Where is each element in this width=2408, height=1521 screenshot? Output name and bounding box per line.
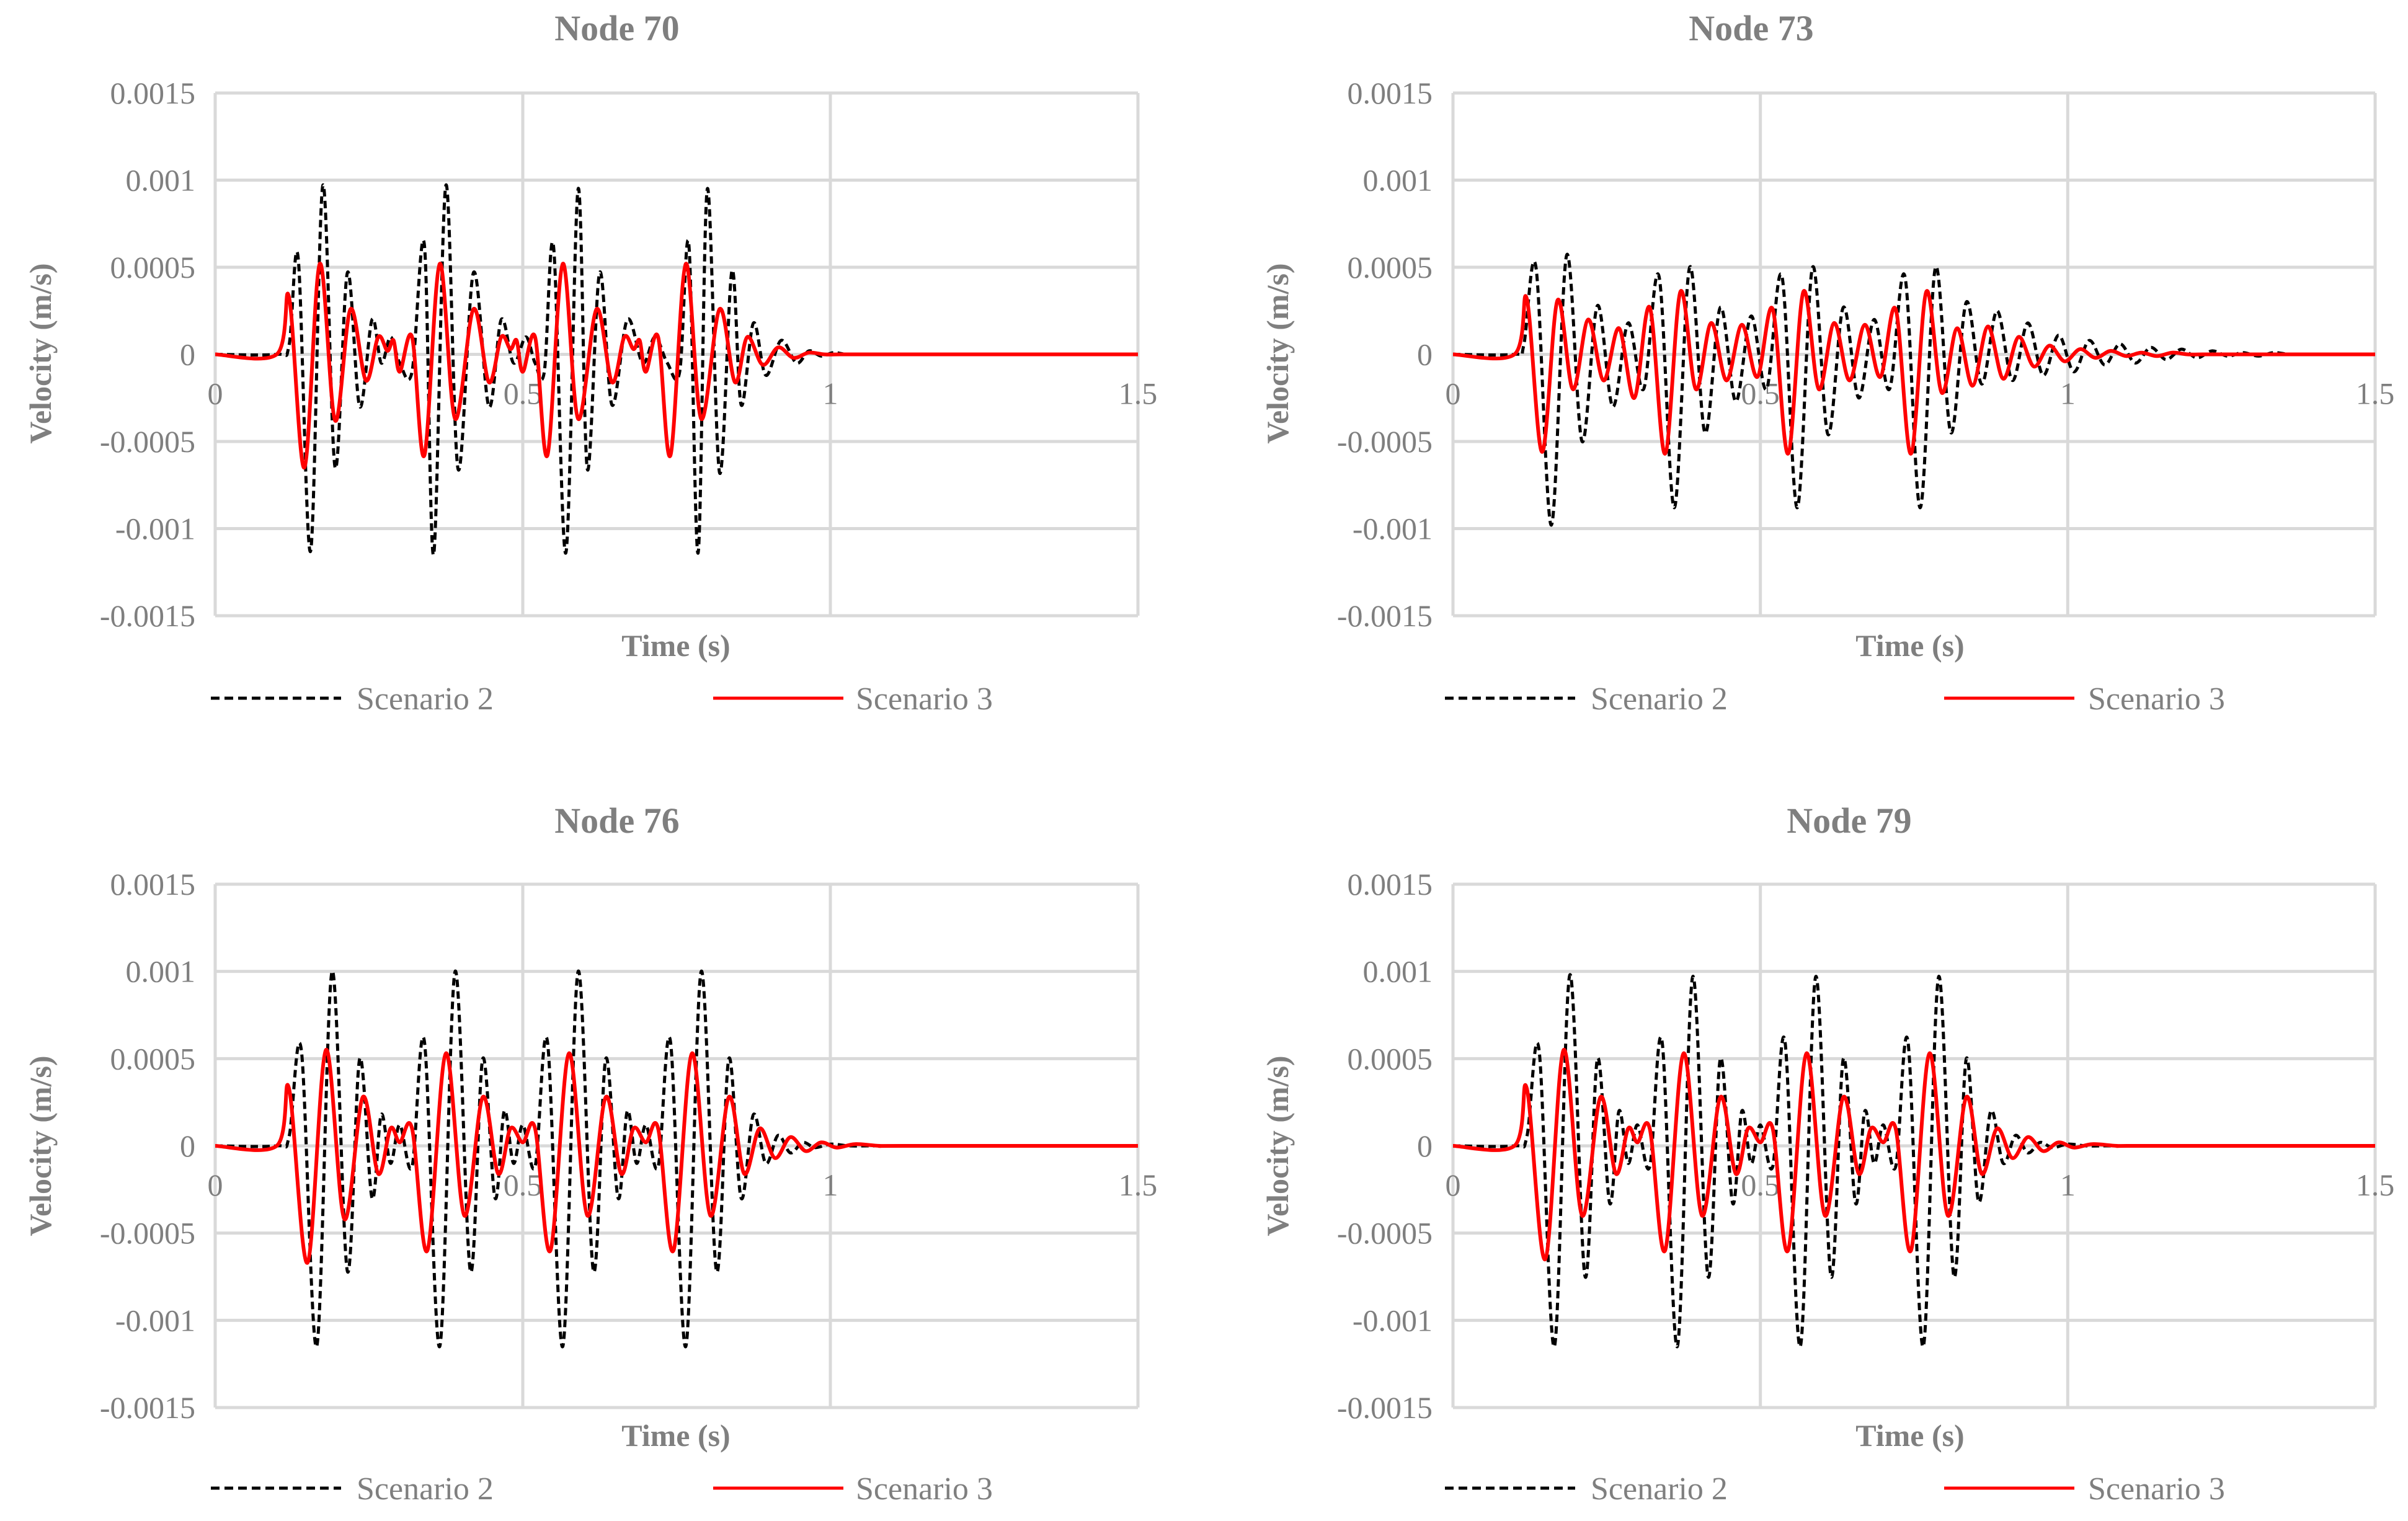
- series-lines: [1452, 973, 2375, 1349]
- x-tick-label: 1.5: [2356, 1168, 2395, 1202]
- y-tick-label: -0.0015: [1337, 1390, 1433, 1425]
- x-tick-label: 0.5: [504, 376, 543, 411]
- x-tick-label: 0.5: [504, 1168, 543, 1202]
- x-tick-label: 0: [1446, 376, 1461, 411]
- chart-node-73: Node 73 0.0015 0.001 0.0005 0 -0.0005 -0.001 -…: [1260, 8, 2395, 717]
- series-line-scenario-3: [1452, 1048, 2375, 1261]
- legend: Scenario 2 Scenario 3: [1445, 1471, 2225, 1507]
- y-tick-label: 0.001: [1363, 163, 1433, 198]
- x-axis-label: Time (s): [621, 1418, 730, 1453]
- x-tick-label: 0: [1446, 1168, 1461, 1202]
- chart-title: Node 73: [1689, 8, 1813, 48]
- y-tick-label: 0.001: [126, 163, 196, 198]
- y-tick-label: -0.001: [1353, 1303, 1433, 1337]
- x-tick-label: 1.5: [2356, 376, 2395, 411]
- chart-title: Node 76: [554, 800, 679, 841]
- x-axis-label: Time (s): [621, 628, 730, 663]
- y-tick-label: 0.001: [1363, 954, 1433, 989]
- y-tick-label: -0.001: [115, 512, 195, 546]
- y-tick-label: 0.0015: [1348, 76, 1433, 110]
- y-tick-label: 0.0015: [1348, 867, 1433, 902]
- y-tick-label: -0.0005: [1337, 1216, 1433, 1251]
- series-line-scenario-2: [1452, 973, 2375, 1349]
- series-line-scenario-3: [1452, 289, 2375, 456]
- y-tick-label: 0: [180, 1129, 195, 1163]
- legend-label-scenario-2: Scenario 2: [357, 681, 494, 717]
- y-tick-labels: 0.0015 0.001 0.0005 0 -0.0005 -0.001 -0.0015: [100, 867, 195, 1425]
- y-tick-label: 0: [1417, 337, 1433, 372]
- series-lines: [215, 970, 1138, 1349]
- y-tick-label: 0.0005: [110, 1041, 196, 1076]
- legend-label-scenario-3: Scenario 3: [856, 681, 993, 717]
- y-tick-label: -0.0005: [100, 1216, 195, 1251]
- x-tick-label: 0.5: [1741, 1168, 1780, 1202]
- y-tick-label: 0.001: [126, 954, 196, 989]
- x-tick-label: 1: [2060, 376, 2076, 411]
- x-tick-labels: 0 0.5 1 1.5: [1446, 376, 2395, 411]
- series-line-scenario-3: [215, 1048, 1138, 1265]
- x-axis-label: Time (s): [1855, 1418, 1964, 1453]
- legend-label-scenario-2: Scenario 2: [357, 1471, 494, 1507]
- y-axis-label: Velocity (m/s): [1260, 263, 1295, 443]
- y-tick-label: -0.001: [115, 1303, 195, 1337]
- legend-label-scenario-3: Scenario 3: [2088, 681, 2225, 717]
- legend: Scenario 2 Scenario 3: [1445, 681, 2225, 717]
- x-tick-label: 1.5: [1119, 376, 1158, 411]
- x-tick-label: 0: [208, 376, 223, 411]
- legend-label-scenario-2: Scenario 2: [1591, 681, 1728, 717]
- y-tick-label: 0.0015: [110, 76, 196, 110]
- x-tick-label: 1.5: [1119, 1168, 1158, 1202]
- y-tick-label: 0.0015: [110, 867, 196, 902]
- series-lines: [1452, 252, 2375, 527]
- chart-title: Node 70: [554, 8, 679, 48]
- y-tick-labels: 0.0015 0.001 0.0005 0 -0.0005 -0.001 -0.0015: [1337, 76, 1433, 633]
- chart-node-79: Node 79 0.0015 0.001 0.0005 0 -0.0005 -0.001 -…: [1260, 800, 2395, 1507]
- legend: Scenario 2 Scenario 3: [211, 1471, 993, 1507]
- series-line-scenario-2: [1452, 252, 2375, 527]
- y-axis-label: Velocity (m/s): [1260, 1055, 1295, 1236]
- x-tick-labels: 0 0.5 1 1.5: [208, 1168, 1158, 1202]
- x-tick-label: 1: [823, 376, 838, 411]
- series-lines: [215, 184, 1138, 557]
- y-tick-label: -0.0015: [100, 1390, 195, 1425]
- x-tick-labels: 0 0.5 1 1.5: [1446, 1168, 2395, 1202]
- legend-label-scenario-3: Scenario 3: [856, 1471, 993, 1507]
- chart-node-70: Node 70 0.0015 0.001 0.0005 0 -0.0005 -0.001 -…: [23, 8, 1158, 717]
- y-tick-labels: 0.0015 0.001 0.0005 0 -0.0005 -0.001 -0.0015: [1337, 867, 1433, 1425]
- x-tick-label: 1: [823, 1168, 838, 1202]
- x-tick-labels: 0 0.5 1 1.5: [208, 376, 1158, 411]
- chart-node-76: Node 76 0.0015 0.001 0.0005 0 -0.0005 -0.001 -…: [23, 800, 1158, 1507]
- x-tick-label: 0: [208, 1168, 223, 1202]
- x-axis-label: Time (s): [1855, 628, 1964, 663]
- y-tick-labels: 0.0015 0.001 0.0005 0 -0.0005 -0.001 -0.0015: [100, 76, 195, 633]
- x-tick-label: 1: [2060, 1168, 2076, 1202]
- y-axis-label: Velocity (m/s): [23, 263, 58, 443]
- y-tick-label: 0.0005: [110, 250, 196, 285]
- legend-label-scenario-2: Scenario 2: [1591, 1471, 1728, 1507]
- y-tick-label: -0.001: [1353, 512, 1433, 546]
- y-tick-label: 0: [180, 337, 195, 372]
- chart-title: Node 79: [1787, 800, 1911, 841]
- y-tick-label: -0.0005: [100, 424, 195, 459]
- series-line-scenario-3: [215, 262, 1138, 470]
- legend-label-scenario-3: Scenario 3: [2088, 1471, 2225, 1507]
- y-tick-label: 0.0005: [1348, 250, 1433, 285]
- y-tick-label: 0: [1417, 1129, 1433, 1163]
- y-tick-label: -0.0015: [1337, 598, 1433, 633]
- x-tick-label: 0.5: [1741, 376, 1780, 411]
- y-tick-label: 0.0005: [1348, 1041, 1433, 1076]
- series-line-scenario-2: [215, 970, 1138, 1349]
- y-axis-label: Velocity (m/s): [23, 1055, 58, 1236]
- y-tick-label: -0.0005: [1337, 424, 1433, 459]
- legend: Scenario 2 Scenario 3: [211, 681, 993, 717]
- y-tick-label: -0.0015: [100, 598, 195, 633]
